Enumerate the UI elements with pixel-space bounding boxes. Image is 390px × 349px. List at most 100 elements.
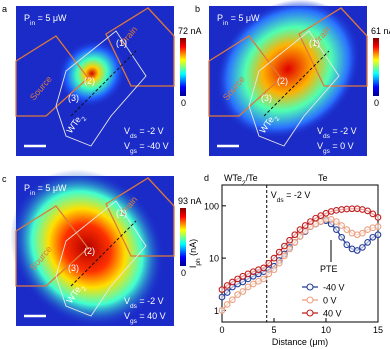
- source-electrode: [208, 35, 282, 117]
- vgs-label: Vgs = 40 V: [124, 311, 166, 325]
- x-tick-label: 5: [271, 325, 276, 335]
- y-axis-label-part: ph: [195, 258, 202, 266]
- vds-label: Vds = -2 V: [124, 126, 164, 140]
- vgs-label-part: = 40 V: [137, 311, 166, 321]
- data-point: [286, 245, 293, 253]
- vds-label-part: = -2 V: [137, 296, 164, 306]
- region-label: (1): [116, 38, 127, 48]
- power-label-part: in: [223, 20, 228, 27]
- flake-outline: [55, 200, 147, 317]
- power-label-part: in: [30, 190, 35, 197]
- y-tick-label: 10: [209, 254, 219, 264]
- material-label-part: 2: [273, 115, 281, 122]
- data-point: [270, 254, 278, 262]
- legend-marker: [306, 309, 314, 317]
- region-label: (2): [277, 76, 288, 86]
- data-point: [333, 218, 340, 225]
- vds-label-part: ds: [130, 303, 138, 310]
- data-point: [312, 214, 319, 222]
- vds-label: Vds = -2 V: [124, 296, 164, 310]
- vgs-label-part: = 0 V: [330, 141, 354, 151]
- region-left-part: /Te: [246, 173, 258, 183]
- data-point: [265, 259, 273, 267]
- colorbar: [180, 208, 186, 266]
- y-tick-label: 100: [204, 201, 219, 211]
- drain-electrode: [105, 7, 175, 87]
- region-label: (1): [309, 38, 320, 48]
- power-label-part: = 5 μW: [35, 183, 67, 193]
- region-label: (1): [116, 208, 127, 218]
- data-point: [364, 239, 371, 246]
- vds-label-part: V: [124, 126, 130, 136]
- y-axis-label: Iph (nA): [188, 239, 202, 268]
- region-left-part: 2: [242, 180, 246, 187]
- data-point: [249, 280, 257, 288]
- data-point: [218, 286, 226, 293]
- data-point: [239, 278, 247, 286]
- data-point: [333, 226, 340, 234]
- data-point: [234, 275, 241, 283]
- x-tick-label: 10: [321, 325, 331, 335]
- data-point: [374, 223, 382, 230]
- legend-label: 40 V: [323, 309, 342, 319]
- data-point: [229, 278, 236, 286]
- colorbar: [373, 38, 379, 96]
- data-point: [281, 252, 288, 260]
- region-left-part: WTe: [224, 173, 242, 183]
- vds-label-part: = -2 V: [137, 126, 164, 136]
- vgs-label-part: gs: [323, 148, 331, 155]
- colorbar: [180, 38, 186, 96]
- vds-label-part: = -2 V: [330, 126, 357, 136]
- vgs-label-part: V: [317, 141, 323, 151]
- panel-letter: d: [204, 173, 209, 183]
- data-point: [234, 291, 241, 299]
- vds-label-part: V: [317, 126, 323, 136]
- plot-frame: [221, 184, 379, 323]
- data-point: [286, 236, 293, 244]
- data-point: [343, 241, 351, 249]
- profile-line: [263, 50, 330, 117]
- panel-letter: a: [2, 4, 7, 14]
- x-tick-label: 15: [373, 325, 383, 335]
- region-label: (2): [84, 76, 95, 86]
- drain-electrode: [105, 177, 175, 257]
- vgs-label-part: V: [124, 141, 130, 151]
- power-label-part: = 5 μW: [35, 13, 67, 23]
- data-point: [244, 283, 252, 291]
- data-point: [255, 277, 262, 285]
- region-label: (2): [84, 246, 95, 256]
- region-label: (3): [261, 93, 272, 103]
- bias-label-part: V: [271, 190, 277, 200]
- colorbar-max: 93 nA: [178, 196, 202, 206]
- data-point: [223, 301, 231, 308]
- bias-label: Vds = -2 V: [271, 190, 311, 204]
- x-tick-label: 0: [219, 325, 224, 335]
- power-label-part: P: [24, 13, 30, 23]
- vgs-label-part: V: [124, 311, 130, 321]
- data-point: [369, 233, 377, 241]
- y-axis-label-part: I: [188, 266, 198, 269]
- vds-label-part: V: [124, 296, 130, 306]
- panel-letter: c: [2, 174, 7, 184]
- data-point: [359, 244, 366, 251]
- data-point: [374, 231, 382, 239]
- vds-label-part: ds: [130, 133, 138, 140]
- power-label: Pin = 5 μW: [217, 13, 260, 27]
- data-point: [281, 242, 288, 250]
- data-point: [223, 289, 231, 296]
- power-label-part: = 5 μW: [228, 13, 260, 23]
- vds-label-part: ds: [323, 133, 331, 140]
- power-label: Pin = 5 μW: [24, 13, 67, 27]
- flake-outline: [55, 30, 147, 147]
- power-label-part: P: [217, 13, 223, 23]
- legend-marker: [306, 296, 314, 304]
- data-point: [218, 307, 226, 314]
- material-label-part: 2: [80, 115, 88, 122]
- data-point: [239, 288, 247, 295]
- colorbar-max: 72 nA: [178, 26, 202, 36]
- x-axis-label: Distance (μm): [272, 337, 328, 347]
- vgs-label-part: gs: [130, 318, 138, 325]
- data-point: [291, 231, 299, 239]
- data-point: [275, 259, 283, 267]
- data-point: [338, 233, 345, 241]
